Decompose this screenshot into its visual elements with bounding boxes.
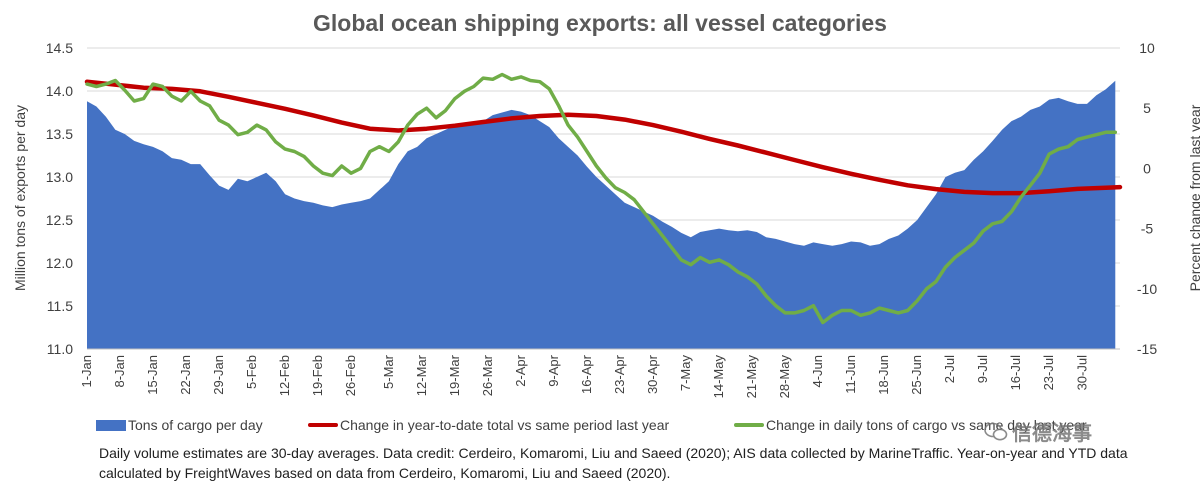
x-tick-label: 2-Jul (942, 355, 957, 383)
left-tick-label: 11.5 (47, 298, 73, 314)
left-tick-label: 13.5 (46, 126, 73, 142)
left-tick-labels: 11.0 11.5 12.0 12.5 13.0 13.5 14.0 14.5 (46, 40, 73, 357)
left-tick-label: 13.0 (46, 169, 73, 185)
x-tick-label: 5-Mar (381, 354, 396, 389)
chart-title: Global ocean shipping exports: all vesse… (313, 10, 887, 36)
left-tick-label: 14.5 (46, 40, 73, 56)
legend: Tons of cargo per day Change in year-to-… (96, 417, 1156, 437)
x-tick-label: 29-Jan (211, 355, 226, 395)
x-tick-label: 25-Jun (909, 355, 924, 395)
right-tick-labels: -15 -10 -5 0 5 10 (1137, 40, 1157, 357)
x-tick-label: 14-May (711, 355, 726, 399)
legend-item-daily: Change in daily tons of cargo vs same da… (734, 417, 1087, 433)
x-tick-label: 19-Feb (310, 355, 325, 396)
x-tick-label: 2-Apr (513, 354, 528, 386)
x-tick-label: 30-Jul (1074, 355, 1089, 391)
x-tick-label: 21-May (744, 355, 759, 399)
footnote: Daily volume estimates are 30-day averag… (99, 445, 1128, 481)
x-tick-label: 16-Jul (1008, 355, 1023, 391)
x-tick-label: 28-May (777, 355, 792, 399)
x-tick-label: 18-Jun (876, 355, 891, 395)
x-tick-label: 16-Apr (579, 354, 594, 394)
x-tick-label: 26-Mar (480, 354, 495, 396)
x-tick-label: 8-Jan (112, 355, 127, 388)
x-tick-label: 23-Apr (612, 354, 627, 394)
x-tick-label: 5-Feb (244, 355, 259, 389)
left-tick-label: 11.0 (47, 341, 73, 357)
legend-label-daily: Change in daily tons of cargo vs same da… (766, 417, 1087, 433)
left-tick-label: 12.0 (46, 255, 73, 271)
x-tick-label: 12-Feb (277, 355, 292, 396)
line-series-daily (85, 72, 1118, 325)
x-tick-label: 15-Jan (145, 355, 160, 395)
right-tick-label: 0 (1143, 160, 1151, 176)
x-tick-label: 1-Jan (79, 355, 94, 388)
x-tick-label: 12-Mar (414, 354, 429, 396)
left-tick-label: 12.5 (46, 212, 73, 228)
x-tick-label: 9-Apr (546, 354, 561, 386)
right-tick-label: 10 (1139, 40, 1155, 56)
legend-item-ytd: Change in year-to-date total vs same per… (308, 417, 669, 433)
left-tick-label: 14.0 (46, 83, 73, 99)
cargo-area-series (87, 80, 1116, 349)
x-tick-label: 30-Apr (645, 354, 660, 394)
watermark-text: 信德海事 (1012, 423, 1092, 445)
right-tick-label: -5 (1141, 221, 1154, 237)
legend-swatch-ytd (308, 423, 338, 427)
area-series-cargo (87, 80, 1116, 349)
watermark: 信德海事 (984, 417, 1092, 446)
x-tick-label: 7-May (678, 355, 693, 392)
legend-item-cargo: Tons of cargo per day (96, 417, 263, 433)
right-tick-label: 5 (1143, 100, 1151, 116)
right-tick-label: -10 (1137, 281, 1157, 297)
x-tick-label: 23-Jul (1041, 355, 1056, 391)
wechat-icon (984, 422, 1008, 440)
right-tick-label: -15 (1137, 341, 1157, 357)
line-series (84, 72, 1123, 325)
x-tick-label: 9-Jul (975, 355, 990, 383)
legend-label-cargo: Tons of cargo per day (128, 417, 263, 433)
x-tick-label: 11-Jun (843, 355, 858, 394)
legend-swatch-daily (734, 423, 764, 427)
x-tick-labels: 1-Jan 8-Jan 15-Jan 22-Jan 29-Jan 5-Feb 12-Feb 1… (79, 354, 1089, 398)
legend-swatch-area (96, 419, 126, 431)
x-tick-label: 19-Mar (447, 354, 462, 396)
line-series-ytd (84, 79, 1123, 196)
x-tick-label: 22-Jan (178, 355, 193, 395)
x-tick-label: 26-Feb (343, 355, 358, 396)
legend-label-ytd: Change in year-to-date total vs same per… (340, 417, 670, 433)
x-tick-label: 4-Jun (810, 355, 825, 388)
